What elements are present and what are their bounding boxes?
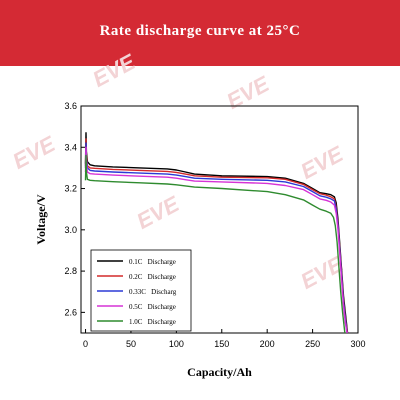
x-tick-label: 50 (126, 339, 136, 349)
y-tick-label: 2.8 (64, 266, 77, 276)
x-tick-label: 150 (214, 339, 229, 349)
x-tick-label: 300 (350, 339, 365, 349)
y-axis-label: Voltage/V (34, 194, 48, 245)
title-banner: Rate discharge curve at 25°C (0, 0, 400, 66)
y-tick-label: 3.2 (64, 184, 77, 194)
x-tick-label: 250 (305, 339, 320, 349)
legend-entry: 0.2C Discharge (129, 273, 176, 281)
x-tick-label: 0 (83, 339, 88, 349)
legend-entry: 0.33C Discharg (129, 288, 177, 296)
series-line-4 (84, 146, 348, 333)
y-tick-label: 3.6 (64, 101, 77, 111)
y-tick-label: 3.0 (64, 225, 77, 235)
x-tick-label: 200 (260, 339, 275, 349)
chart-title: Rate discharge curve at 25°C (99, 22, 301, 39)
series-line-5 (84, 154, 346, 333)
y-tick-label: 2.6 (64, 307, 77, 317)
legend-entry: 1.0C Discharge (129, 318, 176, 326)
x-tick-label: 100 (169, 339, 184, 349)
plot-frame (80, 105, 359, 334)
x-axis-label: Capacity/Ah (187, 365, 252, 379)
legend-entry: 0.5C Discharge (129, 303, 176, 311)
legend-entry: 0.1C Discharge (129, 258, 176, 266)
y-tick-label: 3.4 (64, 142, 77, 152)
